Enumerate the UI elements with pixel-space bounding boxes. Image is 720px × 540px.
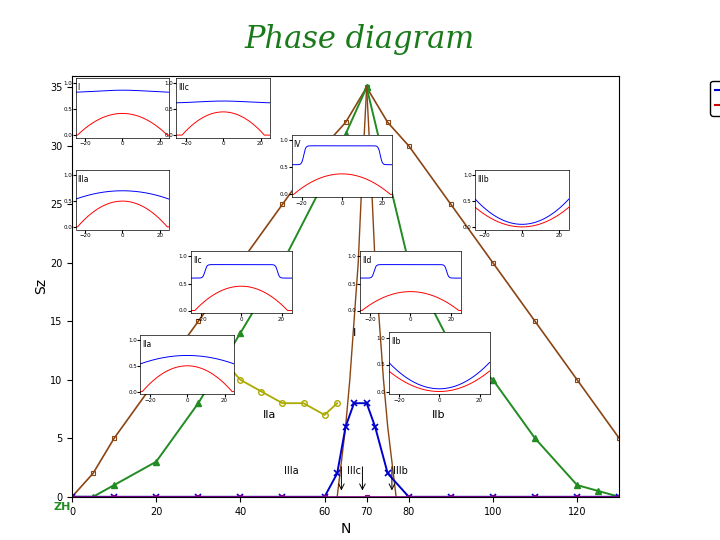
Text: IIIc: IIIc bbox=[347, 466, 361, 476]
Text: ZH: ZH bbox=[54, 502, 71, 512]
Text: IIc: IIc bbox=[247, 258, 259, 268]
Text: IIa: IIa bbox=[143, 340, 151, 348]
Text: IIc: IIc bbox=[193, 256, 202, 265]
Text: IIIa: IIIa bbox=[78, 175, 89, 184]
Text: IV: IV bbox=[294, 140, 301, 149]
Text: I: I bbox=[352, 328, 356, 338]
Text: I: I bbox=[78, 83, 80, 92]
Text: IV: IV bbox=[328, 141, 338, 151]
Text: Phase diagram: Phase diagram bbox=[245, 24, 475, 55]
Text: IIIb: IIIb bbox=[477, 175, 489, 184]
Text: IIb: IIb bbox=[391, 337, 400, 346]
Text: IIb: IIb bbox=[431, 410, 445, 420]
X-axis label: N: N bbox=[341, 522, 351, 536]
Text: IId: IId bbox=[362, 256, 372, 265]
Text: IIIb: IIIb bbox=[393, 466, 408, 476]
Text: IIIc: IIIc bbox=[179, 83, 189, 92]
Text: IIIa: IIIa bbox=[284, 466, 298, 476]
Text: IIa: IIa bbox=[263, 410, 276, 420]
Y-axis label: Sz: Sz bbox=[35, 278, 48, 294]
Legend: n↑, n↓: n↑, n↓ bbox=[711, 81, 720, 116]
Text: IId: IId bbox=[423, 258, 436, 268]
